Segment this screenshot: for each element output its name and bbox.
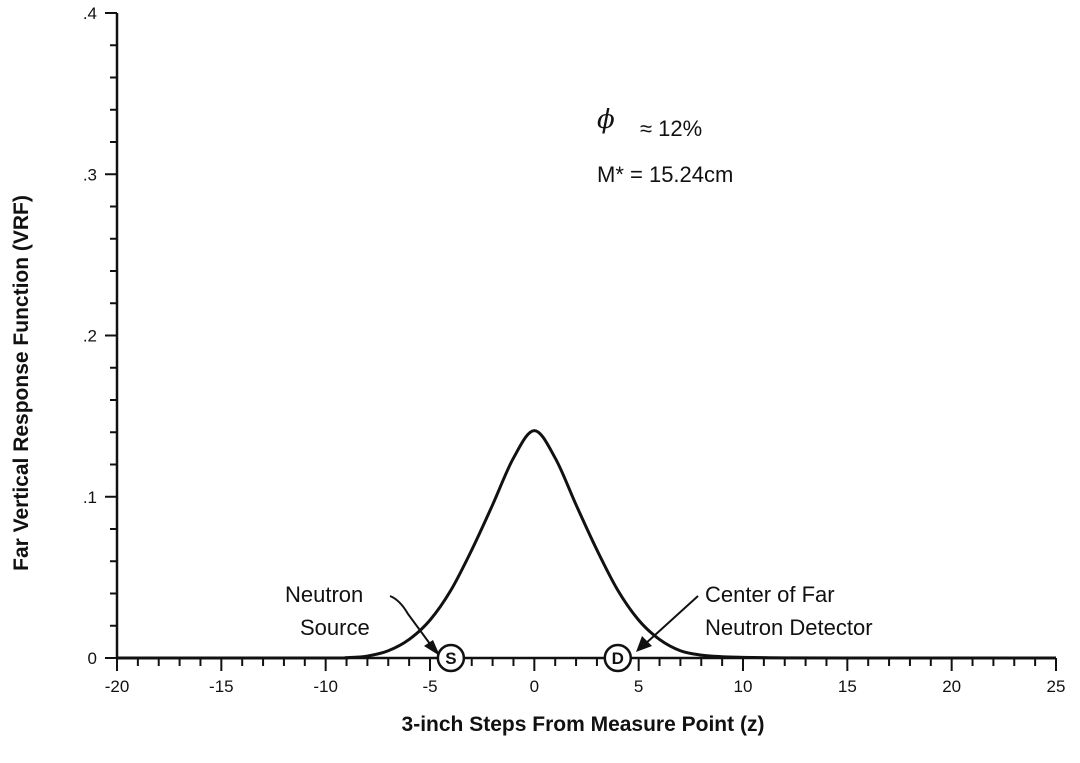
vrf-series-line <box>116 429 1056 660</box>
x-tick-label: -5 <box>422 677 437 696</box>
axes <box>115 13 1056 660</box>
y-tick-label: 0 <box>88 649 97 668</box>
detector-pointer-arrow <box>643 595 699 646</box>
x-tick-label: -10 <box>313 677 338 696</box>
x-tick-label: 0 <box>530 677 539 696</box>
phi-symbol: ϕ <box>597 105 615 135</box>
x-tick-label: -20 <box>105 677 130 696</box>
y-tick-label: .3 <box>83 165 97 184</box>
source-arrowhead <box>424 640 440 656</box>
x-tick-label: 20 <box>942 677 961 696</box>
phi-annotation: ϕ ≈ 12% <box>597 105 702 141</box>
x-tick-label: 10 <box>734 677 753 696</box>
x-tick-label: -15 <box>209 677 234 696</box>
tick-labels: -20 -15 -10 -5 0 5 10 15 20 25 0 .1 .2 .3 .4 <box>83 4 1066 696</box>
marker-d-circle <box>603 643 633 673</box>
marker-s-circle <box>436 643 466 673</box>
y-tick-label: .1 <box>83 488 97 507</box>
phi-value-text: ≈ 12% <box>640 116 702 141</box>
m-value-text: M* = 15.24cm <box>597 162 733 187</box>
source-pointer-arrow <box>389 595 434 649</box>
x-tick-label: 5 <box>634 677 643 696</box>
x-tick-label: 25 <box>1047 677 1066 696</box>
source-label-line1: Neutron <box>285 582 363 607</box>
y-tick-label: .2 <box>83 327 97 346</box>
detector-arrowhead <box>636 636 652 652</box>
x-tick-label: 15 <box>838 677 857 696</box>
ticks <box>105 12 1057 671</box>
x-axis-title: 3-inch Steps From Measure Point (z) <box>402 713 765 736</box>
y-axis-title: Far Vertical Response Function (VRF) <box>10 195 33 571</box>
marker-d-label: D <box>612 649 624 668</box>
detector-label-line1: Center of Far <box>705 582 835 607</box>
marker-s-label: S <box>445 649 456 668</box>
y-tick-label: .4 <box>83 4 97 23</box>
source-label-line2: Source <box>300 615 370 640</box>
detector-label-line2: Neutron Detector <box>705 615 873 640</box>
